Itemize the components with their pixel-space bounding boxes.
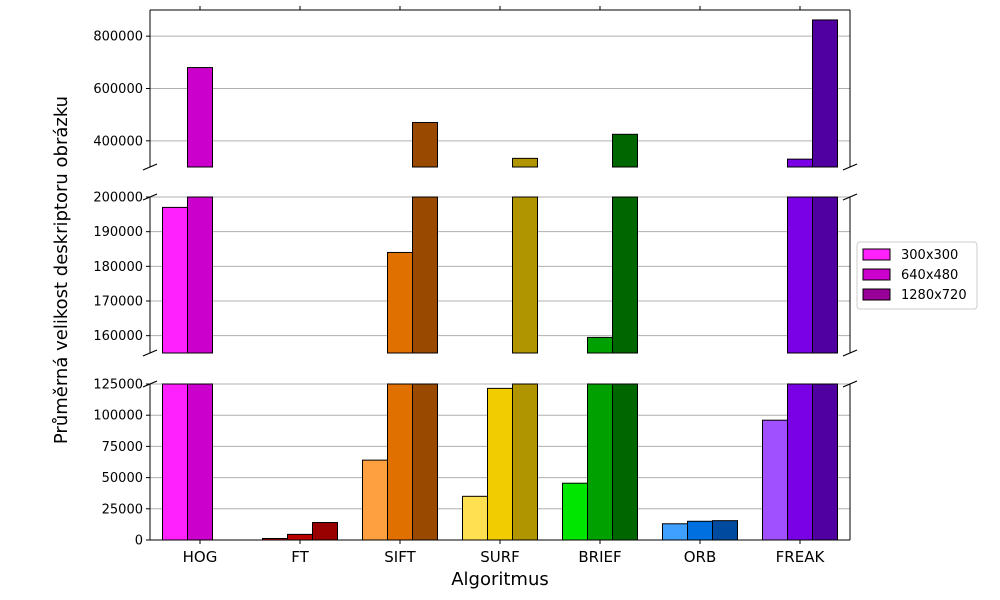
bars-layer: [162, 19, 838, 541]
bar-hog-640x480: [187, 67, 213, 168]
legend-label: 640x480: [901, 268, 958, 283]
y-axis-title: Průměrná velikost deskriptoru obrázku: [51, 96, 72, 444]
x-tick-label-freak: FREAK: [776, 548, 826, 566]
bar-freak-640x480: [787, 196, 813, 354]
y-tick-label: 180000: [93, 260, 143, 275]
bar-sift-1280x720: [412, 383, 438, 541]
bar-freak-640x480: [787, 383, 813, 541]
bar-surf-640x480: [487, 387, 513, 541]
y-tick-label: 190000: [93, 225, 143, 240]
y-tick-label: 75000: [102, 440, 143, 455]
y-tick-label: 170000: [93, 295, 143, 310]
bar-brief-640x480: [587, 383, 613, 541]
bar-freak-1280x720: [812, 196, 838, 354]
axis-break-mark: [842, 163, 858, 171]
bar-surf-300x300: [462, 495, 488, 541]
y-tick-label: 0: [135, 534, 143, 549]
legend-label: 1280x720: [901, 288, 967, 303]
bar-hog-640x480: [187, 196, 213, 354]
x-axis-title: Algoritmus: [451, 569, 549, 590]
bar-sift-1280x720: [412, 122, 438, 168]
bar-freak-1280x720: [812, 19, 838, 168]
axis-break-mark: [142, 163, 158, 171]
bar-hog-640x480: [187, 383, 213, 541]
axis-break-mark: [142, 193, 158, 201]
bar-brief-1280x720: [612, 383, 638, 541]
y-tick-label: 25000: [102, 502, 143, 517]
x-tick-label-brief: BRIEF: [578, 548, 621, 566]
axis-break-mark: [842, 349, 858, 357]
bar-brief-1280x720: [612, 133, 638, 168]
axes-layer: 400000 600000 800000 160000 170000 180000 1900…: [93, 6, 858, 566]
bar-orb-1280x720: [712, 520, 738, 541]
x-tick-label-sift: SIFT: [384, 548, 416, 566]
bar-orb-300x300: [662, 523, 688, 541]
legend-label: 300x300: [901, 248, 958, 263]
bar-ft-640x480: [287, 533, 313, 541]
bar-freak-300x300: [762, 419, 788, 541]
x-tick-label-ft: FT: [291, 548, 309, 566]
x-tick-label-hog: HOG: [183, 548, 218, 566]
axis-break-mark: [142, 380, 158, 388]
bar-sift-640x480: [387, 383, 413, 541]
y-tick-label: 125000: [93, 378, 143, 393]
legend: 300x300 640x480 1280x720: [856, 241, 978, 310]
bar-brief-640x480: [587, 336, 613, 354]
bar-freak-640x480: [787, 158, 813, 168]
axis-break-mark: [142, 349, 158, 357]
bar-surf-1280x720: [512, 383, 538, 541]
bar-sift-300x300: [362, 459, 388, 541]
bar-surf-1280x720: [512, 157, 538, 168]
bar-hog-300x300: [162, 206, 188, 354]
bar-brief-300x300: [562, 482, 588, 541]
y-tick-label: 100000: [93, 409, 143, 424]
legend-swatch: [862, 268, 891, 281]
bar-ft-1280x720: [312, 522, 338, 541]
bar-brief-1280x720: [612, 196, 638, 354]
bar-sift-1280x720: [412, 196, 438, 354]
y-tick-label: 50000: [102, 471, 143, 486]
axis-break-mark: [842, 193, 858, 201]
x-tick-label-surf: SURF: [480, 548, 520, 566]
legend-swatch: [862, 248, 891, 261]
y-tick-label: 400000: [93, 134, 143, 149]
bar-sift-640x480: [387, 251, 413, 354]
x-tick-label-orb: ORB: [684, 548, 717, 566]
bar-orb-640x480: [687, 520, 713, 541]
y-tick-label: 800000: [93, 30, 143, 45]
y-tick-label: 200000: [93, 191, 143, 206]
y-tick-label: 600000: [93, 82, 143, 97]
axis-break-mark: [842, 380, 858, 388]
bar-freak-1280x720: [812, 383, 838, 541]
bar-surf-1280x720: [512, 196, 538, 354]
legend-swatch: [862, 288, 891, 301]
bar-hog-300x300: [162, 383, 188, 541]
y-tick-label: 160000: [93, 329, 143, 344]
